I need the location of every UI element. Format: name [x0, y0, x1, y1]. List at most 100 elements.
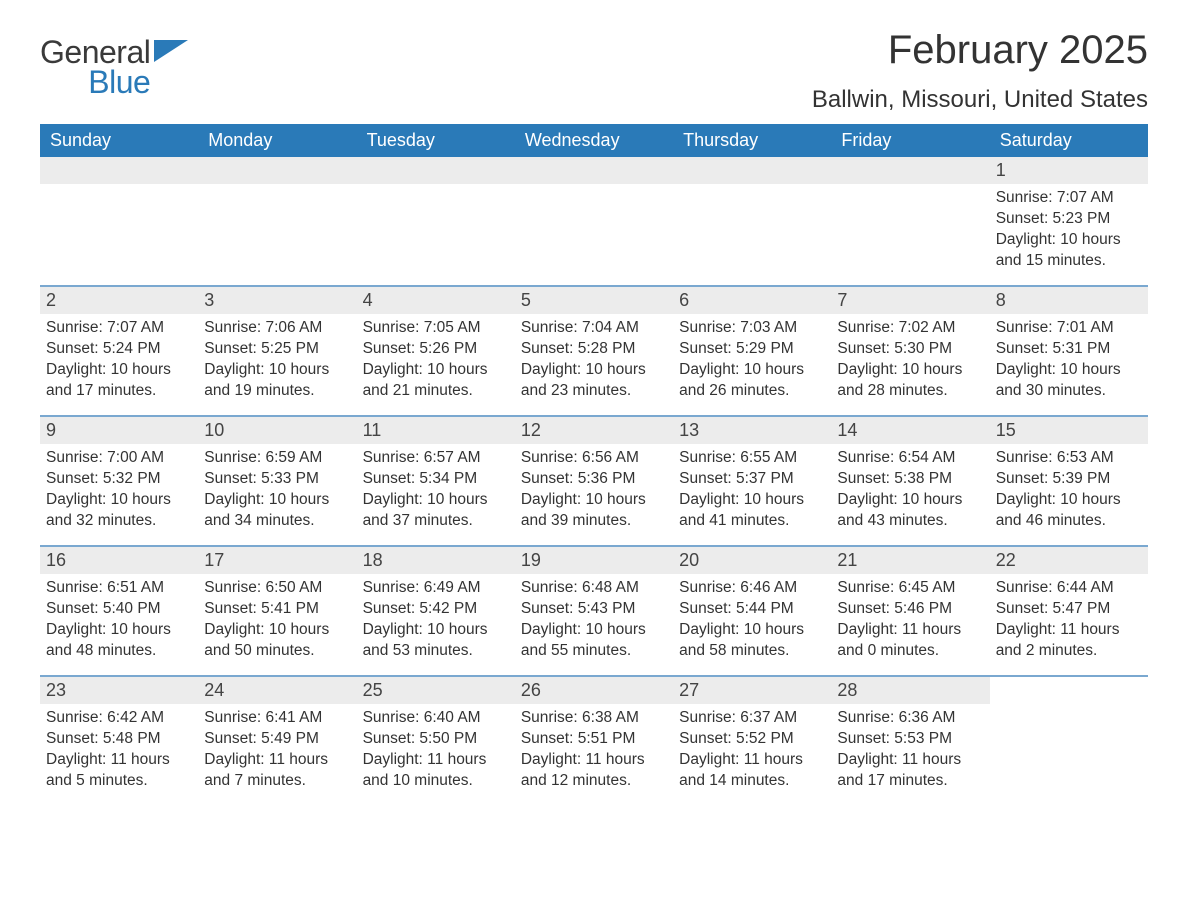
day-details: Sunrise: 7:07 AMSunset: 5:24 PMDaylight:…	[40, 314, 198, 406]
sunset-text: Sunset: 5:52 PM	[679, 729, 825, 750]
day-details: Sunrise: 6:36 AMSunset: 5:53 PMDaylight:…	[831, 704, 989, 796]
sunset-text: Sunset: 5:36 PM	[521, 469, 667, 490]
calendar-table: Sunday Monday Tuesday Wednesday Thursday…	[40, 124, 1148, 805]
title-block: February 2025 Ballwin, Missouri, United …	[812, 28, 1148, 114]
day-number: 1	[990, 157, 1148, 184]
day-number	[357, 157, 515, 184]
sunrise-text: Sunrise: 7:03 AM	[679, 318, 825, 339]
sunrise-text: Sunrise: 7:01 AM	[996, 318, 1142, 339]
sunrise-text: Sunrise: 6:50 AM	[204, 578, 350, 599]
sunrise-text: Sunrise: 6:53 AM	[996, 448, 1142, 469]
logo-flag-icon	[154, 40, 188, 69]
sunset-text: Sunset: 5:47 PM	[996, 599, 1142, 620]
daylight-text: Daylight: 11 hours and 12 minutes.	[521, 750, 667, 792]
calendar-day-cell: 24Sunrise: 6:41 AMSunset: 5:49 PMDayligh…	[198, 677, 356, 805]
daylight-text: Daylight: 10 hours and 17 minutes.	[46, 360, 192, 402]
day-details: Sunrise: 6:48 AMSunset: 5:43 PMDaylight:…	[515, 574, 673, 666]
day-header: Wednesday	[515, 124, 673, 157]
calendar-week-row: 1Sunrise: 7:07 AMSunset: 5:23 PMDaylight…	[40, 157, 1148, 285]
day-number: 10	[198, 417, 356, 444]
sunset-text: Sunset: 5:40 PM	[46, 599, 192, 620]
day-details: Sunrise: 7:03 AMSunset: 5:29 PMDaylight:…	[673, 314, 831, 406]
calendar-day-cell	[515, 157, 673, 285]
sunset-text: Sunset: 5:23 PM	[996, 209, 1142, 230]
calendar-day-cell: 17Sunrise: 6:50 AMSunset: 5:41 PMDayligh…	[198, 547, 356, 675]
daylight-text: Daylight: 10 hours and 28 minutes.	[837, 360, 983, 402]
day-number: 12	[515, 417, 673, 444]
daylight-text: Daylight: 10 hours and 53 minutes.	[363, 620, 509, 662]
day-number: 14	[831, 417, 989, 444]
day-number: 21	[831, 547, 989, 574]
sunrise-text: Sunrise: 6:54 AM	[837, 448, 983, 469]
calendar-day-cell: 20Sunrise: 6:46 AMSunset: 5:44 PMDayligh…	[673, 547, 831, 675]
day-number: 23	[40, 677, 198, 704]
day-number: 9	[40, 417, 198, 444]
sunrise-text: Sunrise: 7:02 AM	[837, 318, 983, 339]
day-details: Sunrise: 6:51 AMSunset: 5:40 PMDaylight:…	[40, 574, 198, 666]
daylight-text: Daylight: 10 hours and 58 minutes.	[679, 620, 825, 662]
sunset-text: Sunset: 5:44 PM	[679, 599, 825, 620]
calendar-day-cell: 22Sunrise: 6:44 AMSunset: 5:47 PMDayligh…	[990, 547, 1148, 675]
sunset-text: Sunset: 5:53 PM	[837, 729, 983, 750]
sunrise-text: Sunrise: 6:59 AM	[204, 448, 350, 469]
daylight-text: Daylight: 11 hours and 7 minutes.	[204, 750, 350, 792]
day-number	[40, 157, 198, 184]
sunrise-text: Sunrise: 6:49 AM	[363, 578, 509, 599]
page-header: General Blue February 2025 Ballwin, Miss…	[40, 28, 1148, 114]
sunrise-text: Sunrise: 7:06 AM	[204, 318, 350, 339]
calendar-day-cell: 21Sunrise: 6:45 AMSunset: 5:46 PMDayligh…	[831, 547, 989, 675]
sunrise-text: Sunrise: 7:05 AM	[363, 318, 509, 339]
day-header: Friday	[831, 124, 989, 157]
calendar-day-cell	[673, 157, 831, 285]
day-details: Sunrise: 6:50 AMSunset: 5:41 PMDaylight:…	[198, 574, 356, 666]
daylight-text: Daylight: 10 hours and 15 minutes.	[996, 230, 1142, 272]
day-header: Tuesday	[357, 124, 515, 157]
calendar-day-cell: 6Sunrise: 7:03 AMSunset: 5:29 PMDaylight…	[673, 287, 831, 415]
sunrise-text: Sunrise: 7:00 AM	[46, 448, 192, 469]
day-number	[831, 157, 989, 184]
sunset-text: Sunset: 5:39 PM	[996, 469, 1142, 490]
calendar-day-cell	[198, 157, 356, 285]
daylight-text: Daylight: 10 hours and 23 minutes.	[521, 360, 667, 402]
day-number: 22	[990, 547, 1148, 574]
day-header: Sunday	[40, 124, 198, 157]
calendar-day-cell	[40, 157, 198, 285]
day-details: Sunrise: 6:46 AMSunset: 5:44 PMDaylight:…	[673, 574, 831, 666]
calendar-day-cell: 7Sunrise: 7:02 AMSunset: 5:30 PMDaylight…	[831, 287, 989, 415]
day-number: 4	[357, 287, 515, 314]
daylight-text: Daylight: 11 hours and 14 minutes.	[679, 750, 825, 792]
sunrise-text: Sunrise: 6:42 AM	[46, 708, 192, 729]
daylight-text: Daylight: 10 hours and 48 minutes.	[46, 620, 192, 662]
calendar-day-cell: 3Sunrise: 7:06 AMSunset: 5:25 PMDaylight…	[198, 287, 356, 415]
sunset-text: Sunset: 5:32 PM	[46, 469, 192, 490]
day-number: 20	[673, 547, 831, 574]
logo-text-blue: Blue	[40, 66, 150, 98]
daylight-text: Daylight: 10 hours and 21 minutes.	[363, 360, 509, 402]
day-header: Saturday	[990, 124, 1148, 157]
calendar-day-cell: 10Sunrise: 6:59 AMSunset: 5:33 PMDayligh…	[198, 417, 356, 545]
calendar-day-cell: 12Sunrise: 6:56 AMSunset: 5:36 PMDayligh…	[515, 417, 673, 545]
sunrise-text: Sunrise: 6:41 AM	[204, 708, 350, 729]
calendar-day-cell: 9Sunrise: 7:00 AMSunset: 5:32 PMDaylight…	[40, 417, 198, 545]
day-number: 16	[40, 547, 198, 574]
day-number: 8	[990, 287, 1148, 314]
sunset-text: Sunset: 5:48 PM	[46, 729, 192, 750]
day-details: Sunrise: 7:01 AMSunset: 5:31 PMDaylight:…	[990, 314, 1148, 406]
calendar-day-cell: 8Sunrise: 7:01 AMSunset: 5:31 PMDaylight…	[990, 287, 1148, 415]
sunset-text: Sunset: 5:46 PM	[837, 599, 983, 620]
day-number: 26	[515, 677, 673, 704]
day-number: 25	[357, 677, 515, 704]
day-number: 13	[673, 417, 831, 444]
day-number: 7	[831, 287, 989, 314]
day-number: 5	[515, 287, 673, 314]
sunset-text: Sunset: 5:29 PM	[679, 339, 825, 360]
day-number: 3	[198, 287, 356, 314]
sunrise-text: Sunrise: 7:07 AM	[46, 318, 192, 339]
day-details: Sunrise: 6:37 AMSunset: 5:52 PMDaylight:…	[673, 704, 831, 796]
day-number: 2	[40, 287, 198, 314]
day-details: Sunrise: 6:38 AMSunset: 5:51 PMDaylight:…	[515, 704, 673, 796]
sunrise-text: Sunrise: 6:37 AM	[679, 708, 825, 729]
day-details: Sunrise: 6:57 AMSunset: 5:34 PMDaylight:…	[357, 444, 515, 536]
daylight-text: Daylight: 11 hours and 17 minutes.	[837, 750, 983, 792]
sunrise-text: Sunrise: 6:45 AM	[837, 578, 983, 599]
